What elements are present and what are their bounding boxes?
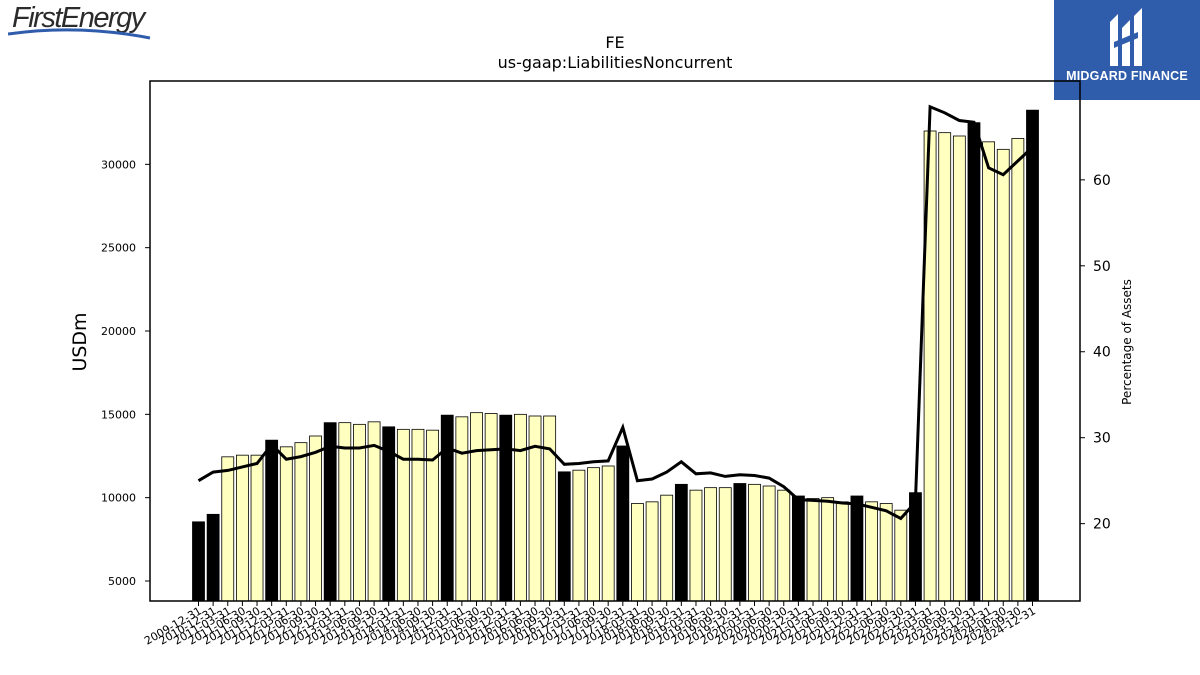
bar-2024-03-31	[982, 141, 996, 602]
y-tick-label: 30000	[101, 158, 136, 171]
bar-2012-06-30	[294, 442, 308, 602]
bar-2022-06-30	[879, 503, 893, 602]
bar-2024-06-30	[996, 148, 1010, 602]
bar-2011-09-30	[250, 454, 264, 602]
bar-2015-12-31	[499, 414, 513, 602]
bar-2012-09-30	[309, 435, 322, 602]
bar-2022-03-31	[865, 501, 878, 602]
y2-tick-label: 60	[1093, 173, 1111, 189]
bar-2012-03-31	[279, 446, 293, 602]
bar-2016-12-31	[557, 471, 571, 602]
bar-2018-03-31	[631, 503, 644, 602]
bar-2011-03-31	[221, 456, 235, 602]
bar-2014-12-31	[440, 414, 454, 602]
firstenergy-logo: FirstEnergy	[8, 2, 178, 46]
midgard-monogram-icon	[1110, 8, 1142, 66]
firstenergy-swoosh-icon	[8, 28, 151, 40]
bar-2022-09-30	[894, 509, 908, 602]
percentage-of-assets-line	[197, 104, 1034, 521]
bar-2013-06-30	[353, 423, 366, 602]
bar-2015-03-31	[455, 416, 469, 602]
bar-2020-12-31	[791, 495, 805, 602]
bar-2023-12-31	[967, 122, 981, 602]
bar-2015-09-30	[484, 413, 498, 602]
bar-2023-09-30	[952, 135, 966, 602]
bar-2024-09-30	[1011, 138, 1025, 602]
bar-2021-03-31	[806, 498, 820, 602]
y-tick-label: 10000	[101, 492, 136, 505]
chart-title: FE	[605, 33, 624, 52]
bar-2017-09-30	[601, 465, 615, 602]
bar-2014-06-30	[411, 428, 425, 602]
bar-2021-06-30	[821, 497, 835, 602]
bar-2020-06-30	[762, 485, 776, 602]
bar-2016-03-31	[513, 413, 527, 602]
bar-2016-09-30	[543, 415, 557, 602]
bar-2014-03-31	[396, 428, 410, 602]
bar-2019-12-31	[733, 483, 747, 602]
midgard-finance-label: MIDGARD FINANCE	[1066, 69, 1188, 83]
y-tick-label: 25000	[101, 242, 136, 255]
bar-2009-12-31	[192, 521, 205, 602]
y2-tick-label: 40	[1093, 345, 1111, 361]
bar-2021-12-31	[850, 495, 864, 602]
y2-tick-label: 30	[1093, 431, 1111, 447]
bar-2018-09-30	[660, 494, 674, 602]
bar-2021-09-30	[835, 501, 849, 602]
bar-2017-06-30	[587, 467, 600, 602]
bar-2024-12-31	[1026, 109, 1039, 602]
y-tick-label: 15000	[101, 408, 136, 421]
bar-2023-06-30	[938, 132, 952, 602]
bar-2011-12-31	[265, 439, 279, 602]
y2-tick-label: 50	[1093, 259, 1111, 275]
bar-2011-06-30	[235, 454, 249, 602]
bar-2017-03-31	[572, 469, 586, 602]
bar-2019-03-31	[689, 489, 703, 602]
bar-2019-09-30	[718, 487, 732, 602]
bar-2017-12-31	[616, 445, 630, 602]
bar-2020-03-31	[748, 483, 761, 602]
y-tick-label: 20000	[101, 325, 136, 338]
bar-2020-09-30	[777, 489, 791, 602]
bar-2018-12-31	[674, 483, 688, 602]
bar-2015-06-30	[470, 412, 483, 602]
y2-tick-label: 20	[1093, 517, 1111, 533]
bar-2010-12-31	[206, 513, 220, 602]
y-tick-label: 5000	[108, 575, 136, 588]
y-axis-label: USDm	[69, 312, 91, 371]
y2-axis-label: Percentage of Assets	[1120, 279, 1134, 405]
chart-subtitle: us-gaap:LiabilitiesNoncurrent	[498, 53, 733, 72]
plot-frame	[149, 80, 1081, 602]
bar-2018-06-30	[645, 501, 659, 602]
midgard-finance-logo: MIDGARD FINANCE	[1054, 0, 1200, 100]
bar-2016-06-30	[528, 415, 542, 602]
bar-2019-06-30	[704, 487, 718, 602]
